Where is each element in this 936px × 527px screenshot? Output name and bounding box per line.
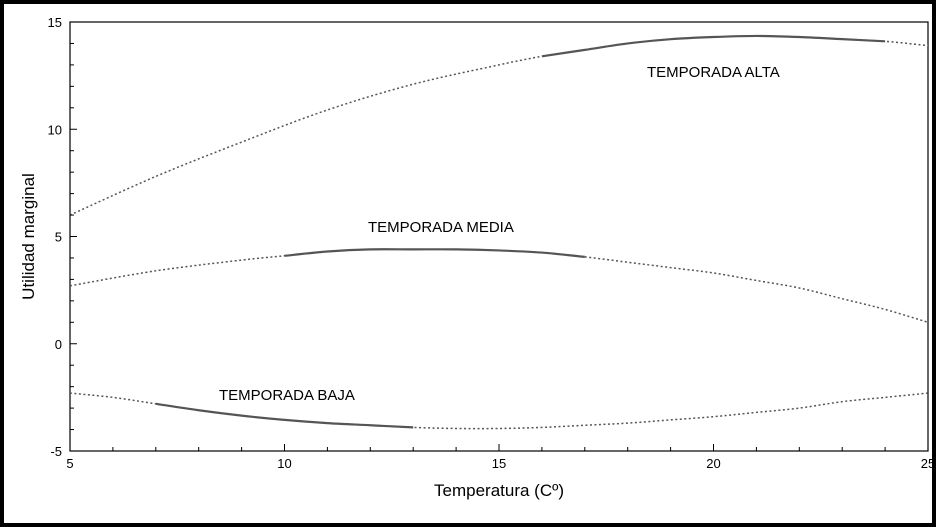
y-axis-title: Utilidad marginal <box>19 173 38 300</box>
x-tick-label: 20 <box>706 456 720 471</box>
x-tick-label: 15 <box>492 456 506 471</box>
y-tick-label: -5 <box>50 444 62 459</box>
series-layer <box>69 34 929 430</box>
y-tick-label: 0 <box>55 337 62 352</box>
series-label-temporada-media: TEMPORADA MEDIA <box>368 219 514 236</box>
x-tick-label: 5 <box>66 456 73 471</box>
series-line-2-solid <box>155 402 414 429</box>
series-line-0-solid <box>541 34 886 58</box>
y-tick-label: 5 <box>55 230 62 245</box>
x-axis-title: Temperatura (Cº) <box>434 481 564 500</box>
chart-frame: 5 10 15 20 25 -5 0 5 10 15 TEMPORADA ALTA TEMPORA… <box>4 4 932 523</box>
series-label-temporada-baja: TEMPORADA BAJA <box>219 387 355 404</box>
series-line-1-dotted <box>69 248 929 324</box>
series-line-1-solid <box>284 248 585 258</box>
y-tick-label: 15 <box>48 15 62 30</box>
plot-area <box>69 21 929 452</box>
x-tick-label: 25 <box>921 456 932 471</box>
series-label-temporada-alta: TEMPORADA ALTA <box>647 64 780 81</box>
axes: 5 10 15 20 25 -5 0 5 10 15 <box>48 15 932 471</box>
y-tick-label: 10 <box>48 122 62 137</box>
line-chart: 5 10 15 20 25 -5 0 5 10 15 TEMPORADA ALTA TEMPORA… <box>19 15 932 500</box>
series-line-0-dotted <box>69 35 929 216</box>
x-tick-label: 10 <box>277 456 291 471</box>
plot-border <box>69 21 929 452</box>
